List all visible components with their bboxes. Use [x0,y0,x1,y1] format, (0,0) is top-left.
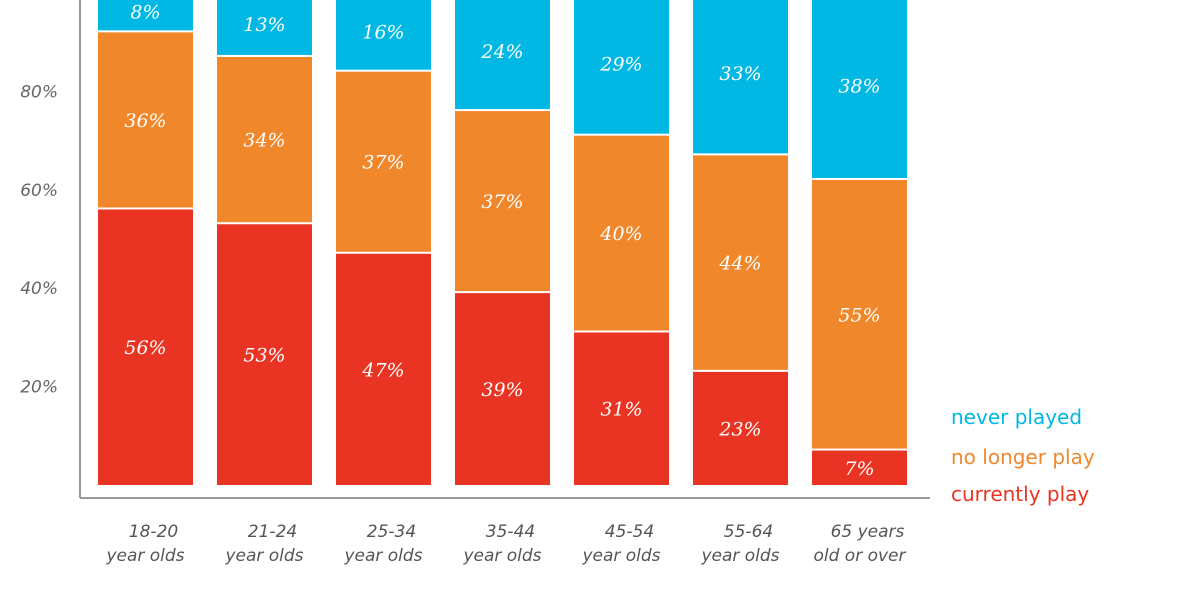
bars [98,0,907,486]
x-tick-label: 25-34 year olds [343,522,422,566]
y-tick-label: 20% [20,378,58,398]
bar-currently-play [336,253,431,485]
legend-currently-play: currently play [951,482,1090,506]
y-tick-label: 80% [20,82,58,102]
y-tick-label: 40% [20,279,58,299]
legend-no-longer-play: no longer play [951,445,1095,469]
legend-never-played: never played [951,405,1083,429]
data-label-currently-play: 23% [718,418,761,440]
data-labels: 56% 36% 8% 53% 34% 13% 47% 37% 16% 39% 37% 24% 31% 40… [124,2,880,480]
y-ticks: 20% 40% 60% 80% [20,82,58,397]
bar-never-played [693,0,788,154]
x-tick-label: 18-20 year olds [105,522,184,566]
x-tick-label: 55-64 year olds [700,522,779,566]
bar-no-longer-play [455,111,550,292]
data-label-currently-play: 7% [844,458,874,480]
bar-no-longer-play [693,155,788,370]
bar-no-longer-play [336,71,431,252]
x-tick-label: 35-44 year olds [462,522,541,566]
bar-no-longer-play [217,56,312,223]
data-label-currently-play: 39% [481,379,523,401]
data-label-never-played: 24% [480,41,523,63]
bar-currently-play [217,224,312,486]
bar-currently-play [98,209,193,486]
bar-never-played [574,0,669,134]
bar-no-longer-play [812,179,907,449]
bar-no-longer-play [574,135,669,331]
data-label-never-played: 16% [362,21,404,43]
data-label-no-longer-play: 37% [362,152,404,174]
x-tick-labels: 18-20 year olds 21-24 year olds 25-34 year ol… [105,522,906,566]
data-label-no-longer-play: 44% [718,253,761,275]
data-label-no-longer-play: 40% [599,223,642,245]
bar-currently-play [574,332,669,485]
bar-currently-play [455,293,550,485]
data-label-currently-play: 53% [243,345,285,367]
data-label-currently-play: 56% [124,337,166,359]
bar-currently-play [693,371,788,485]
data-label-never-played: 33% [719,63,761,85]
bar-never-played [336,0,431,70]
data-label-currently-play: 31% [600,399,642,421]
data-label-never-played: 8% [130,2,160,24]
bar-currently-play [812,450,907,485]
x-tick-label: 21-24 year olds [224,522,303,566]
bar-no-longer-play [98,32,193,208]
y-tick-label: 60% [20,181,58,201]
bar-never-played [812,0,907,178]
data-label-no-longer-play: 55% [838,304,880,326]
bar-never-played [98,0,193,31]
x-tick-label: 65 years old or over [813,522,906,566]
bar-never-played [217,0,312,55]
data-label-never-played: 38% [838,75,880,97]
x-tick-label: 45-54 year olds [581,522,660,566]
data-label-no-longer-play: 37% [481,191,523,213]
data-label-no-longer-play: 34% [243,130,285,152]
data-label-never-played: 13% [243,14,285,36]
data-label-currently-play: 47% [361,359,404,381]
data-label-no-longer-play: 36% [124,110,166,132]
axes [79,0,930,499]
bar-never-played [455,0,550,110]
data-label-never-played: 29% [599,53,642,75]
